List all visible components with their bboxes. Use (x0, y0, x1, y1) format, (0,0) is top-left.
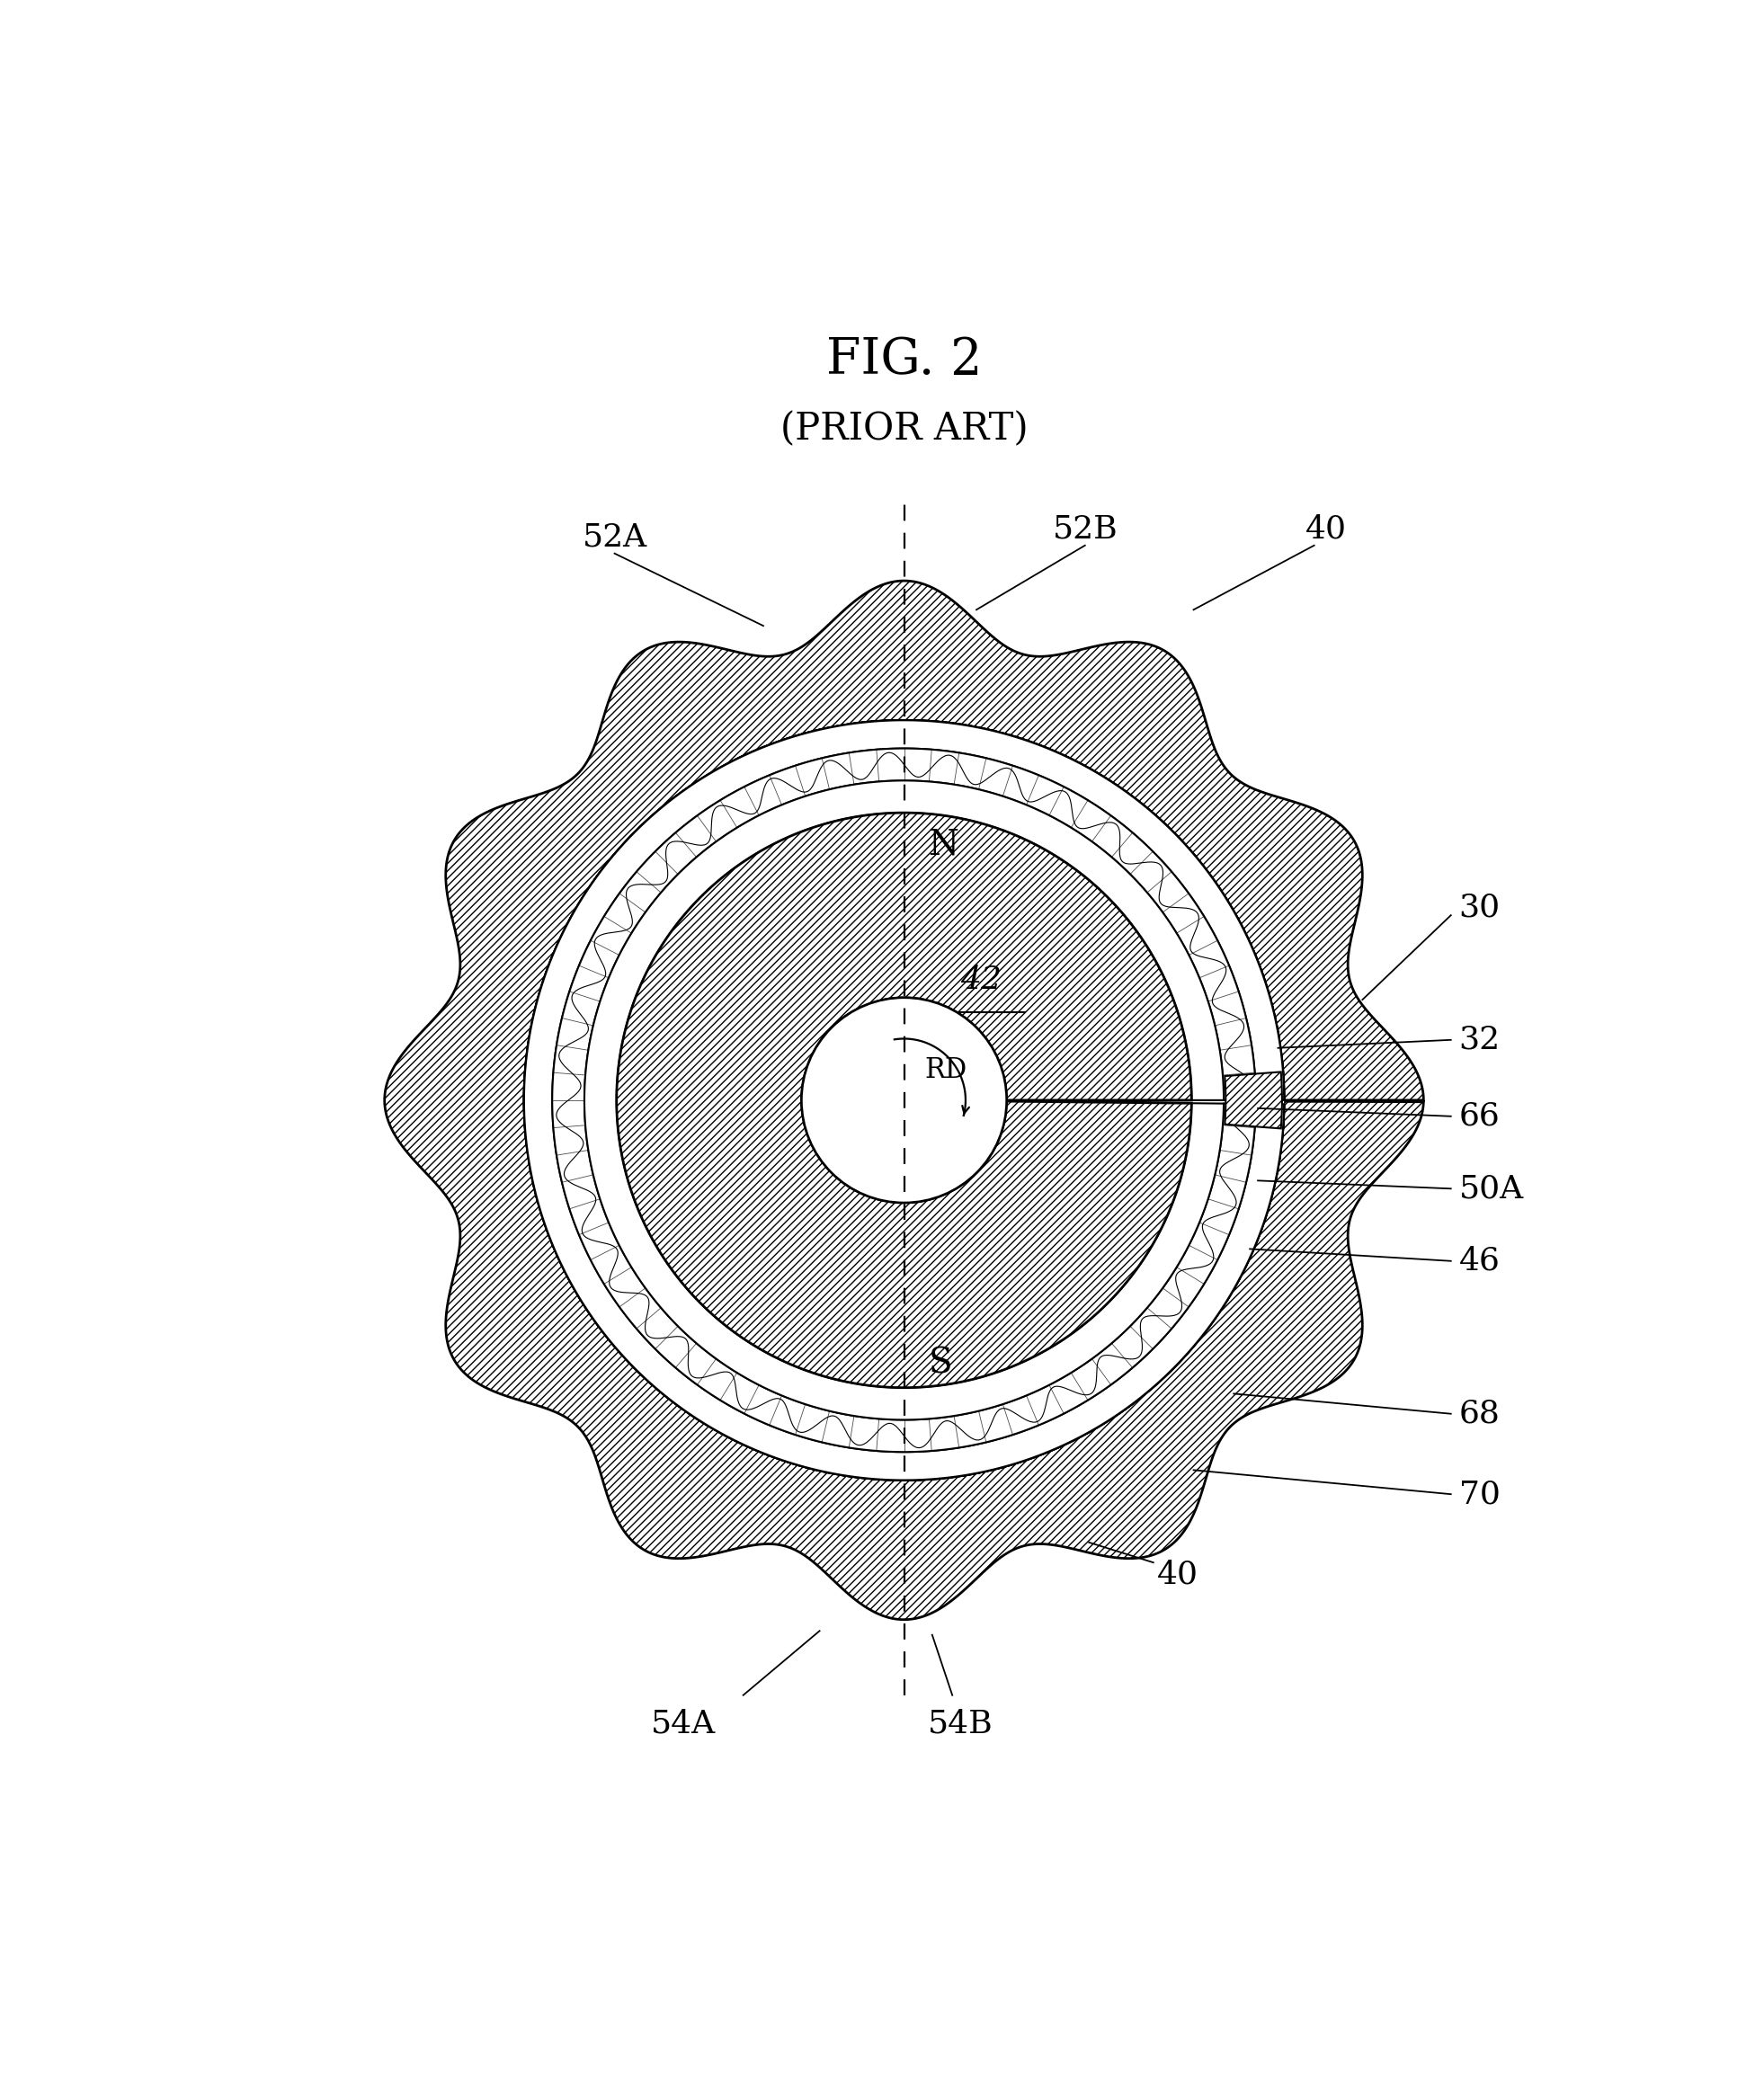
Text: 54B: 54B (928, 1709, 993, 1738)
Text: 40: 40 (1305, 514, 1348, 544)
Text: 50A: 50A (1459, 1173, 1524, 1205)
Text: 30: 30 (1459, 892, 1501, 921)
Text: 32: 32 (1459, 1024, 1501, 1056)
Polygon shape (385, 581, 1424, 1620)
Polygon shape (617, 812, 1191, 1387)
Polygon shape (524, 720, 1284, 1480)
Text: 40: 40 (1157, 1560, 1198, 1589)
Text: 54A: 54A (651, 1709, 716, 1738)
Polygon shape (552, 749, 1256, 1453)
Polygon shape (1224, 1073, 1282, 1129)
Text: 52A: 52A (582, 523, 647, 552)
Polygon shape (584, 781, 1224, 1419)
Text: FIG. 2: FIG. 2 (826, 336, 983, 384)
Text: 42: 42 (960, 963, 1002, 995)
Circle shape (801, 997, 1007, 1203)
Text: (PRIOR ART): (PRIOR ART) (780, 409, 1028, 447)
Text: 68: 68 (1459, 1398, 1499, 1429)
Text: 46: 46 (1459, 1245, 1499, 1276)
Text: 66: 66 (1459, 1102, 1499, 1131)
Text: N: N (928, 829, 960, 861)
Polygon shape (524, 720, 1284, 1480)
Text: 70: 70 (1459, 1480, 1499, 1509)
Circle shape (524, 720, 1284, 1480)
Text: 52B: 52B (1053, 514, 1118, 544)
Text: RD: RD (924, 1056, 967, 1083)
Text: S: S (928, 1348, 953, 1381)
